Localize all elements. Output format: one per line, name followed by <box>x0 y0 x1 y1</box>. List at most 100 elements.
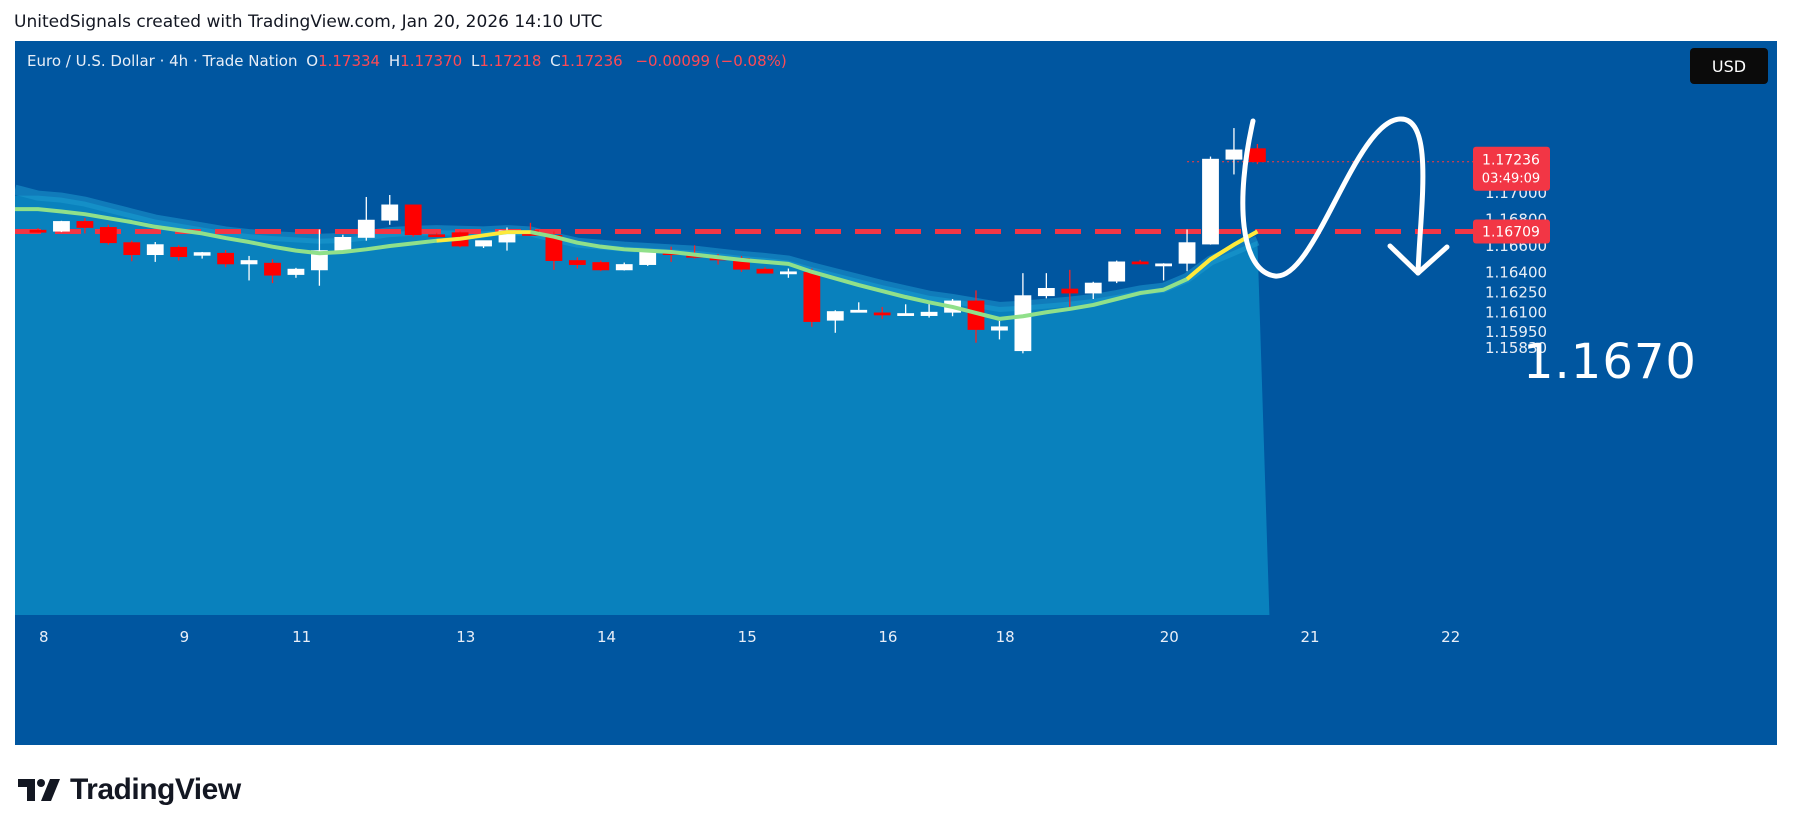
currency-button[interactable]: USD <box>1690 48 1768 84</box>
low-value: 1.17218 <box>479 52 542 70</box>
candle-body-44 <box>1061 288 1079 294</box>
hand-drawn-arrow <box>1240 116 1450 279</box>
chart-area[interactable]: 1.17000 1.16800 1.16600 1.16400 1.16250 1.161… <box>15 41 1777 745</box>
dashed-level-line <box>15 161 1475 235</box>
candle-body-50 <box>1202 158 1219 245</box>
candle-body-5 <box>146 244 164 256</box>
change-value: −0.00099 (−0.08%) <box>635 52 787 70</box>
level-badge <box>1473 219 1550 244</box>
candle-body-11 <box>287 268 305 275</box>
level-value: 1.16709 <box>1482 225 1540 241</box>
candle-47 <box>1131 259 1149 265</box>
candle-body-43 <box>1037 287 1055 297</box>
candle-body-3 <box>99 227 117 244</box>
candle-body-10 <box>264 262 281 276</box>
candle-35 <box>850 302 868 313</box>
candles <box>29 128 1266 354</box>
time-tick-14: 14 <box>597 628 616 646</box>
candle-34 <box>826 310 844 333</box>
candle-body-47 <box>1131 261 1149 265</box>
time-axis[interactable]: 8 9 11 13 14 15 16 18 20 21 22 <box>39 628 1460 646</box>
candle-body-52 <box>1249 148 1266 163</box>
candle-body-8 <box>217 252 235 265</box>
time-tick-20: 20 <box>1160 628 1179 646</box>
candle-12 <box>310 229 328 286</box>
chart-svg[interactable]: 1.170001.168001.166001.164001.162501.161… <box>15 41 1777 745</box>
candle-body-46 <box>1108 261 1126 282</box>
candle-0 <box>29 228 47 233</box>
time-tick-15: 15 <box>738 628 757 646</box>
candle-48 <box>1155 263 1172 281</box>
ma-line <box>15 207 1259 321</box>
annotation-level-text: 1.1670 <box>1523 334 1697 390</box>
candle-4 <box>123 240 141 262</box>
time-tick-9: 9 <box>180 628 190 646</box>
candle-15 <box>381 194 399 225</box>
candle-14 <box>357 196 375 241</box>
candle-44 <box>1061 269 1079 307</box>
candle-body-6 <box>170 246 188 257</box>
close-value: 1.17236 <box>560 52 623 70</box>
price-tick-7: 1.15830 <box>1485 339 1547 357</box>
price-axis[interactable]: 1.170001.168001.166001.164001.162501.161… <box>1485 184 1547 357</box>
candle-body-15 <box>381 204 399 221</box>
time-tick-11: 11 <box>292 628 311 646</box>
price-badges: 1.17236 03:49:09 1.16709 <box>1473 146 1550 244</box>
candle-51 <box>1225 128 1243 175</box>
brand-name: TradingView <box>70 773 241 806</box>
candle-body-14 <box>357 219 375 238</box>
candle-body-35 <box>850 309 868 313</box>
countdown-value: 03:49:09 <box>1482 172 1540 187</box>
time-tick-8: 8 <box>39 628 49 646</box>
high-label: H <box>388 52 401 70</box>
arrowhead-icon <box>1387 243 1450 276</box>
tradingview-logo-icon <box>18 779 60 801</box>
candle-16 <box>404 204 422 237</box>
candle-8 <box>217 249 235 268</box>
candle-body-19 <box>475 240 492 247</box>
time-tick-18: 18 <box>996 628 1015 646</box>
symbol-label: Euro / U.S. Dollar · 4h · Trade Nation <box>27 52 298 70</box>
candle-5 <box>146 242 164 262</box>
candle-body-23 <box>568 260 586 265</box>
candle-2 <box>76 218 94 234</box>
price-tick-3: 1.16400 <box>1485 264 1547 282</box>
candle-body-24 <box>592 262 610 271</box>
candle-13 <box>334 234 352 252</box>
tradingview-brand: TradingView <box>18 773 241 807</box>
candle-body-34 <box>826 311 844 321</box>
candle-body-51 <box>1225 149 1243 160</box>
close-label: C <box>550 52 561 70</box>
last-price-value: 1.17236 <box>1482 153 1540 169</box>
candle-23 <box>568 257 586 269</box>
ohlc-legend: Euro / U.S. Dollar · 4h · Trade Nation O… <box>27 52 787 70</box>
chart-caption: UnitedSignals created with TradingView.c… <box>14 12 603 32</box>
candle-body-26 <box>639 250 657 265</box>
candle-3 <box>99 224 117 245</box>
candle-body-33 <box>803 272 821 322</box>
candle-body-49 <box>1178 242 1196 264</box>
time-tick-21: 21 <box>1300 628 1319 646</box>
time-tick-16: 16 <box>878 628 897 646</box>
candle-49 <box>1178 229 1196 272</box>
candle-body-38 <box>920 311 938 316</box>
candle-26 <box>639 250 657 266</box>
candle-body-31 <box>756 268 774 274</box>
candle-43 <box>1037 273 1055 299</box>
candle-7 <box>193 251 211 259</box>
candle-body-25 <box>615 264 633 271</box>
time-tick-13: 13 <box>456 628 475 646</box>
candle-body-48 <box>1155 263 1172 267</box>
candle-body-9 <box>240 260 258 265</box>
high-value: 1.17370 <box>400 52 463 70</box>
hand-drawn-path <box>1240 116 1426 279</box>
price-tick-6: 1.15950 <box>1485 323 1547 341</box>
candle-body-7 <box>193 252 211 256</box>
ma-line-highlight-1 <box>436 230 531 243</box>
candle-body-32 <box>780 271 797 275</box>
candle-37 <box>897 304 915 316</box>
candle-50 <box>1202 156 1219 245</box>
candle-31 <box>756 267 774 274</box>
candle-body-42 <box>1014 295 1032 352</box>
open-value: 1.17334 <box>318 52 381 70</box>
